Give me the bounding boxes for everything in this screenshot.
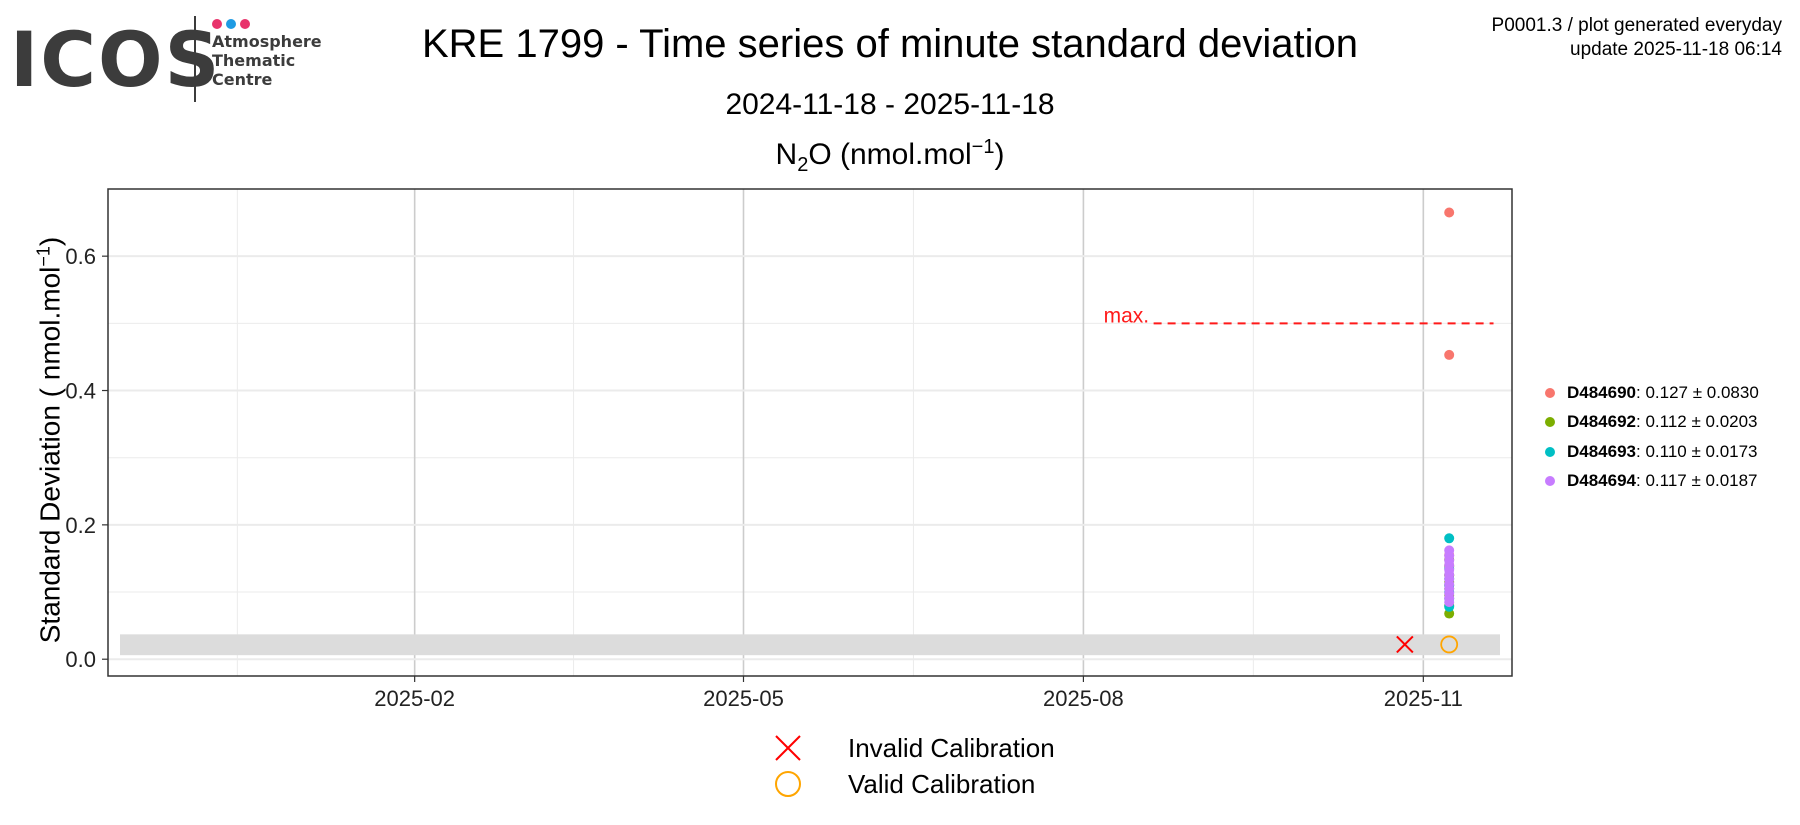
x-tick-label: 2025-05 xyxy=(703,686,784,711)
logo-word: ICOS xyxy=(10,15,222,104)
date-range: 2024-11-18 - 2025-11-18 xyxy=(725,88,1055,121)
legend-invalid-calibration: Invalid Calibration xyxy=(770,730,1055,766)
plot-meta: P0001.3 / plot generated everyday update… xyxy=(1492,14,1782,62)
legend-series-name: D484693 xyxy=(1567,441,1637,461)
legend-series-stats: : 0.127 ± 0.0830 xyxy=(1636,382,1759,402)
x-tick-label: 2025-02 xyxy=(374,686,455,711)
data-point xyxy=(1444,207,1455,218)
y-tick-label: 0.6 xyxy=(65,244,96,269)
legend-item: D484690: 0.127 ± 0.0830 xyxy=(1545,378,1759,408)
legend-series-name: D484690 xyxy=(1567,382,1637,402)
legend-dot xyxy=(1545,446,1555,457)
y-tick-label: 0.4 xyxy=(65,379,96,404)
y-tick-label: 0.2 xyxy=(65,513,96,538)
y-tick-label: 0.0 xyxy=(65,647,96,672)
legend-dot xyxy=(1545,476,1555,487)
legend-invalid-label: Invalid Calibration xyxy=(848,732,1055,763)
logo-line-1: Atmosphere xyxy=(212,32,322,51)
plot-border xyxy=(107,188,1513,677)
data-point xyxy=(1444,533,1455,544)
logo-dot-3 xyxy=(240,19,250,29)
legend-dot xyxy=(1545,387,1555,398)
icos-logo: ICOS Atmosphere Thematic Centre xyxy=(10,14,330,106)
legend-dot xyxy=(1545,417,1555,428)
plot-title: N2O (nmol.mol−1) xyxy=(360,136,1420,177)
legend-series-stats: : 0.110 ± 0.0173 xyxy=(1636,441,1758,461)
legend-item: D484694: 0.117 ± 0.0187 xyxy=(1545,467,1759,497)
plot-title-sup: −1 xyxy=(971,136,995,158)
legend-series-name: D484694 xyxy=(1567,471,1637,491)
x-tick-label: 2025-11 xyxy=(1384,686,1463,711)
page-title: KRE 1799 - Time series of minute standar… xyxy=(421,22,1359,66)
logo-dots xyxy=(212,16,254,34)
series-legend: D484690: 0.127 ± 0.0830 D484692: 0.112 ±… xyxy=(1545,378,1759,496)
cross-icon xyxy=(775,735,801,761)
logo-line-2: Thematic xyxy=(212,51,296,70)
plot-title-end: ) xyxy=(994,138,1005,171)
valid-calibration-marker xyxy=(1440,635,1459,654)
meta-line-1: P0001.3 / plot generated everyday xyxy=(1491,15,1782,36)
threshold-label: max. xyxy=(1104,304,1150,327)
logo-line-3: Centre xyxy=(212,70,273,89)
calibration-band xyxy=(120,634,1500,656)
logo-divider xyxy=(194,16,196,102)
logo-text: Atmosphere Thematic Centre xyxy=(212,32,322,89)
plot-title-base: N xyxy=(775,138,798,171)
plot-title-rest: O (nmol.mol xyxy=(808,138,972,171)
legend-series-stats: : 0.117 ± 0.0187 xyxy=(1636,471,1758,491)
logo-dot-2 xyxy=(226,19,236,29)
calibration-legend: Invalid Calibration Valid Calibration xyxy=(770,730,1055,802)
plot-title-sub: 2 xyxy=(797,154,809,176)
plot-area xyxy=(108,189,1512,676)
legend-item: D484693: 0.110 ± 0.0173 xyxy=(1545,437,1759,467)
x-tick-label: 2025-08 xyxy=(1043,686,1124,711)
circle-icon xyxy=(775,771,801,797)
legend-series-name: D484692 xyxy=(1567,412,1637,432)
legend-valid-label: Valid Calibration xyxy=(848,768,1036,799)
meta-update: update 2025-11-18 06:14 xyxy=(1570,39,1782,60)
logo-dot-1 xyxy=(212,19,222,29)
data-point xyxy=(1444,597,1455,608)
invalid-calibration-marker xyxy=(1396,635,1414,654)
legend-valid-calibration: Valid Calibration xyxy=(770,766,1055,802)
data-point xyxy=(1444,349,1455,360)
legend-series-stats: : 0.112 ± 0.0203 xyxy=(1636,412,1758,432)
legend-item: D484692: 0.112 ± 0.0203 xyxy=(1545,408,1759,438)
